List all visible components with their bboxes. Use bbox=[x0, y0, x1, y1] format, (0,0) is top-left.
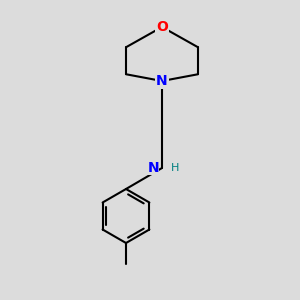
Text: N: N bbox=[156, 74, 168, 88]
Text: H: H bbox=[171, 163, 179, 173]
Text: N: N bbox=[147, 161, 159, 175]
Text: O: O bbox=[156, 20, 168, 34]
